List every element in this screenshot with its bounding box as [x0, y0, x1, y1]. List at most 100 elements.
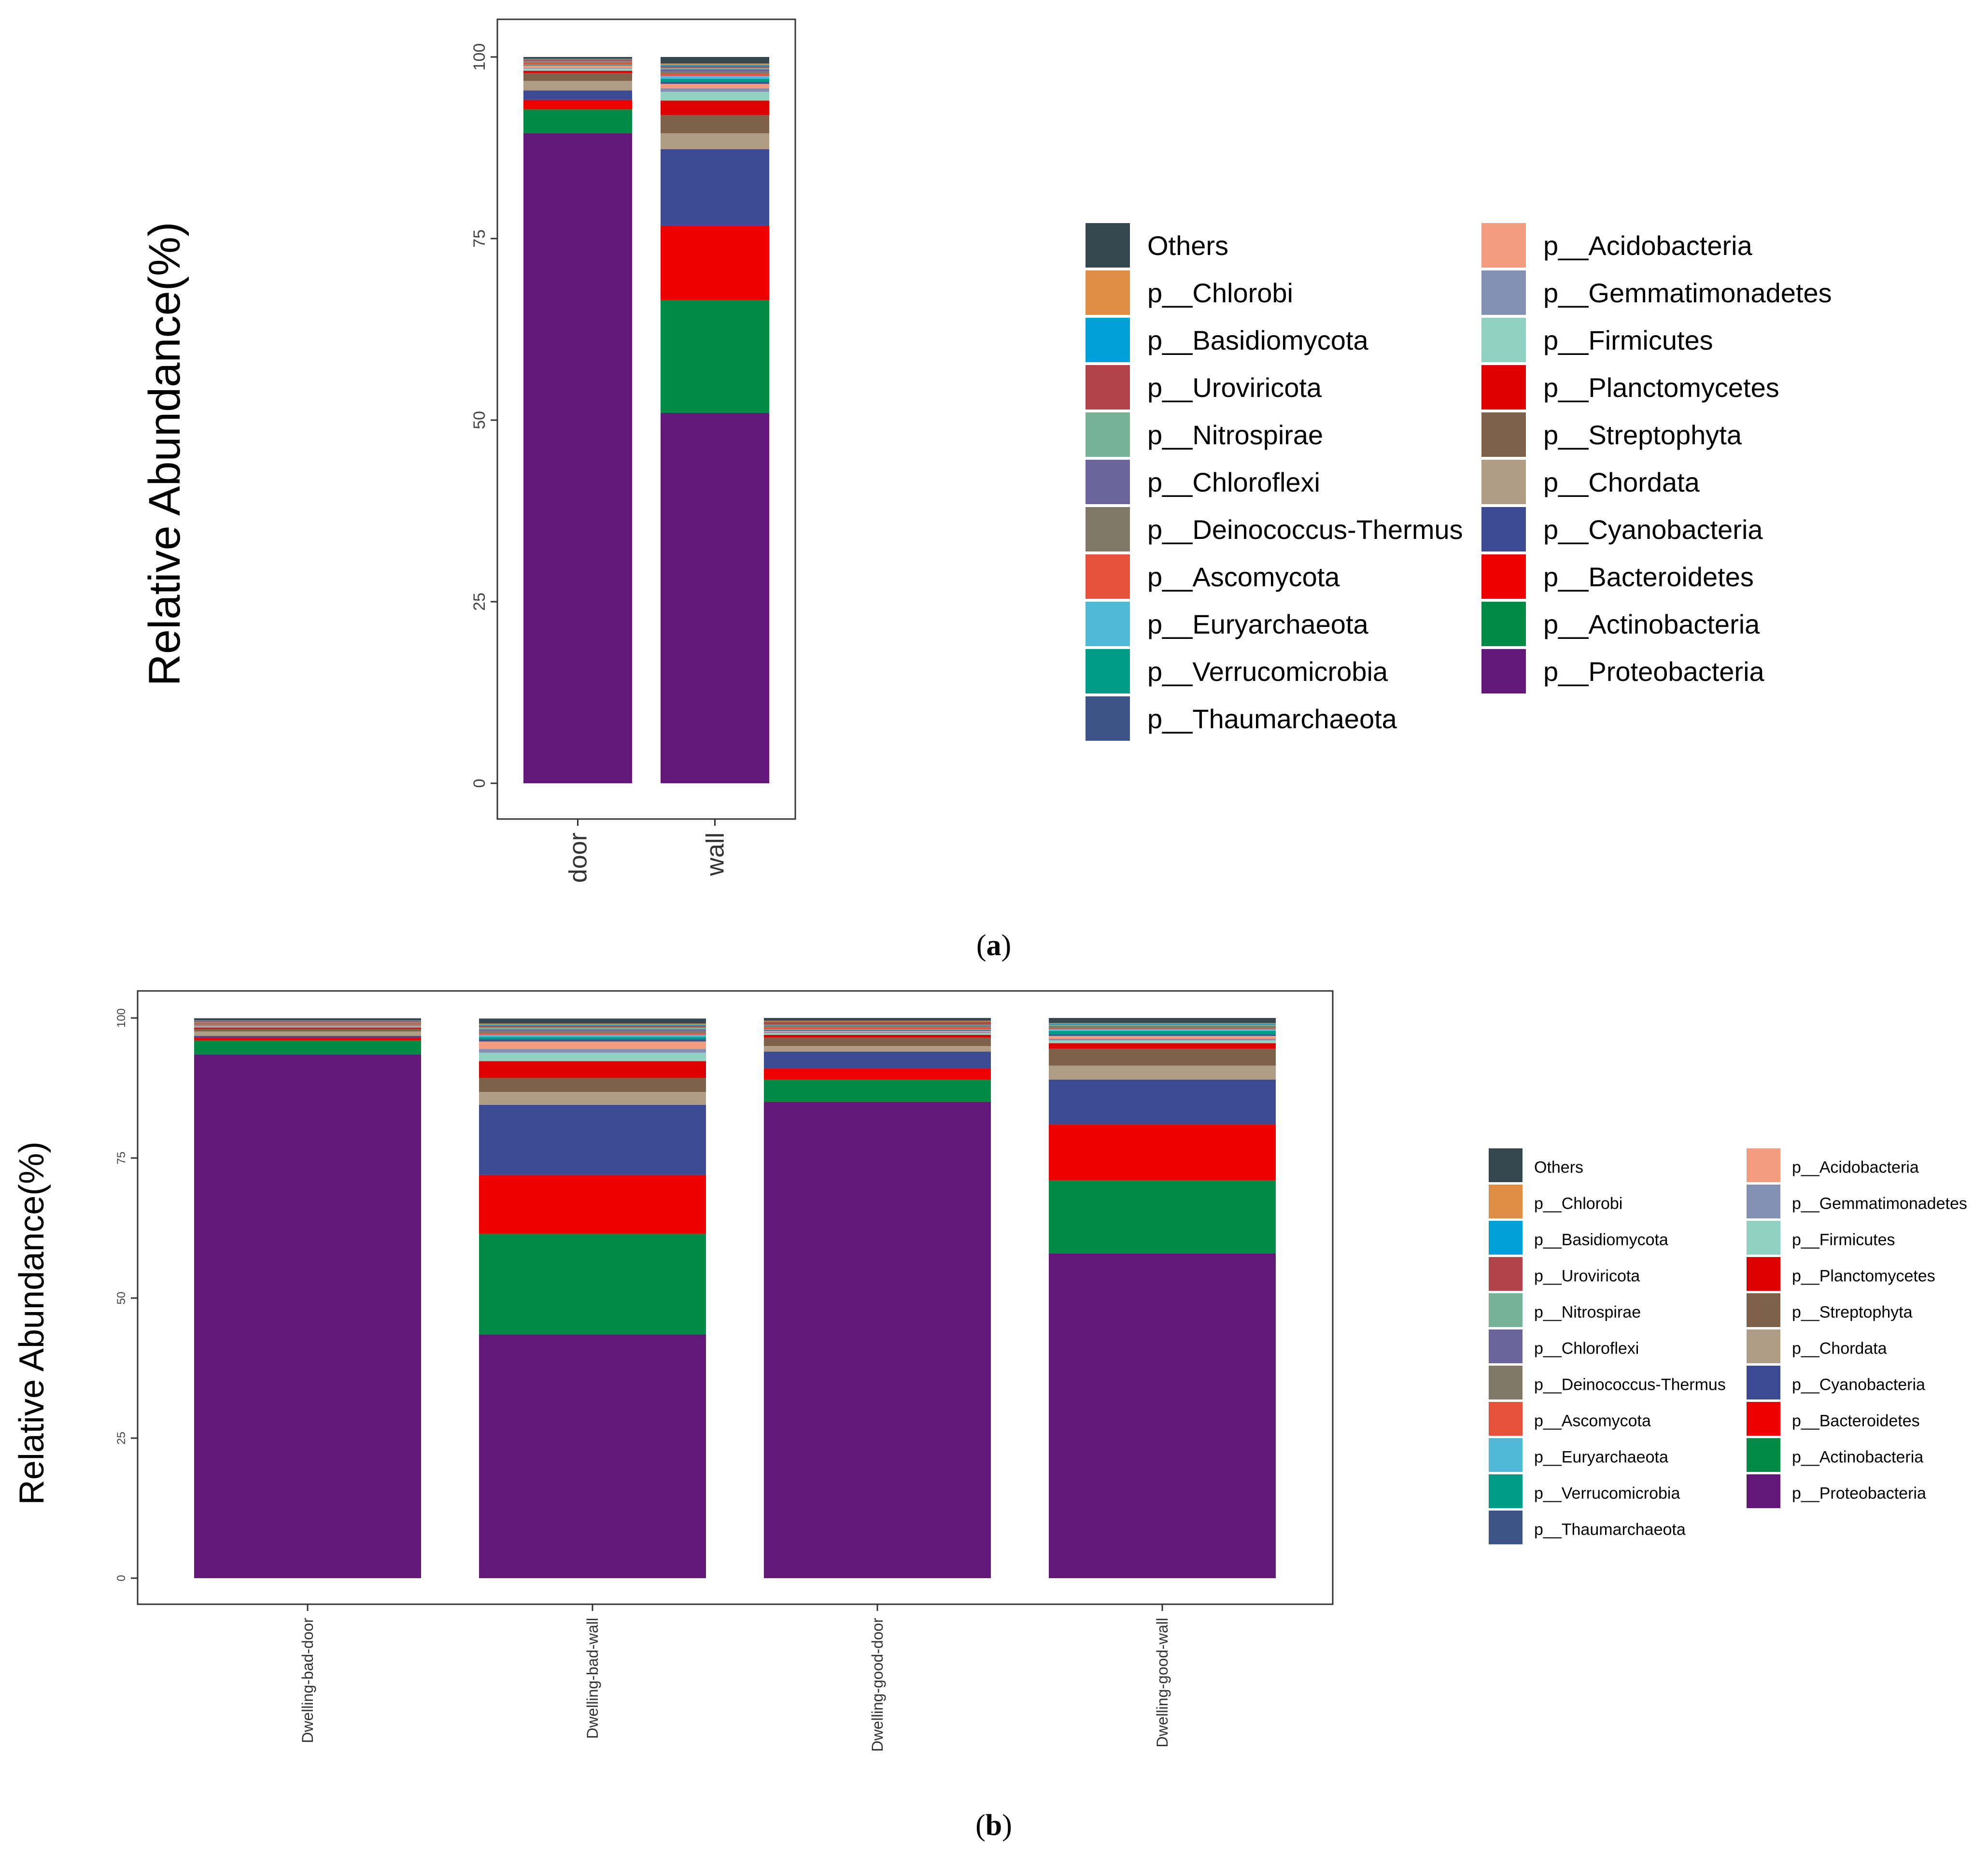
bar-segment [479, 1061, 706, 1078]
bar-segment [764, 1034, 991, 1038]
legend-label: p__Acidobacteria [1792, 1158, 1919, 1176]
legend-label: p__Gemmatimonadetes [1792, 1194, 1967, 1213]
bar-segment [479, 1027, 706, 1030]
legend-label: p__Bacteroidetes [1543, 562, 1754, 592]
legend-swatch [1481, 318, 1526, 362]
bar-segment [1049, 1029, 1276, 1031]
legend-swatch [1481, 602, 1526, 646]
legend-swatch [1747, 1257, 1780, 1291]
legend-label: p__Thaumarchaeota [1534, 1520, 1686, 1539]
bar-segment [764, 1037, 991, 1046]
legend-swatch [1489, 1402, 1523, 1436]
bar-segment [661, 84, 769, 88]
bar-segment [523, 65, 632, 66]
legend-swatch [1489, 1148, 1523, 1182]
legend-swatch [1086, 412, 1130, 457]
x-tick-label: Dwelling-bad-wall [584, 1618, 601, 1739]
bar-segment [479, 1041, 706, 1049]
legend-label: p__Firmicutes [1792, 1230, 1895, 1249]
bar-stack [661, 57, 769, 783]
legend-label: p__Euryarchaeota [1534, 1448, 1668, 1466]
legend-swatch [1086, 318, 1130, 362]
bar-segment [661, 82, 769, 84]
legend-swatch [1747, 1329, 1780, 1363]
bar-segment [523, 68, 632, 69]
legend-swatch [1086, 602, 1130, 646]
legend-label: p__Deinococcus-Thermus [1534, 1375, 1726, 1394]
legend-swatch [1481, 460, 1526, 504]
bar-segment [479, 1078, 706, 1092]
bar-segment [661, 76, 769, 79]
bar-segment [479, 1023, 706, 1025]
panel-b-plot: 0 25 50 75 100 Dwelling-bad-door Dwelling-bad-… [115, 1008, 1276, 1752]
bar-segment [479, 1031, 706, 1033]
bar-segment [661, 65, 769, 67]
x-tick-label: Dwelling-good-door [869, 1618, 886, 1752]
legend-label: p__Planctomycetes [1543, 372, 1779, 403]
legend-label: p__Cyanobacteria [1543, 514, 1763, 545]
legend-label: p__Chordata [1543, 467, 1700, 497]
bar-segment [1049, 1036, 1276, 1039]
bar-segment [661, 63, 769, 65]
legend-swatch [1481, 554, 1526, 599]
bar-segment [194, 1027, 421, 1029]
bar-segment [194, 1020, 421, 1021]
bar-segment [194, 1037, 421, 1041]
x-tick-label: door [564, 833, 592, 883]
legend-swatch [1747, 1402, 1780, 1436]
bar-segment [523, 90, 632, 100]
bar-segment [764, 1027, 991, 1030]
x-tick-label: Dwelling-good-wall [1154, 1618, 1171, 1748]
bar-stack [764, 1018, 991, 1578]
panel-a-plot: 0 25 50 75 100 door wall [470, 43, 769, 883]
bar-segment [194, 1025, 421, 1026]
legend-swatch [1086, 554, 1130, 599]
y-tick-label: 100 [115, 1008, 128, 1028]
legend-swatch [1086, 223, 1130, 268]
y-tick-label: 25 [470, 593, 489, 611]
legend-swatch [1489, 1329, 1523, 1363]
legend-label: p__Actinobacteria [1543, 609, 1760, 639]
legend-swatch [1747, 1293, 1780, 1327]
bar-segment [661, 71, 769, 74]
bar-segment [764, 1033, 991, 1035]
bar-segment [1049, 1031, 1276, 1034]
y-tick-label: 0 [470, 779, 489, 788]
bar-segment [1049, 1253, 1276, 1578]
bar-segment [1049, 1026, 1276, 1028]
legend-label: p__Verrucomicrobia [1534, 1484, 1680, 1502]
bar-stack [479, 1018, 706, 1578]
legend-swatch [1489, 1257, 1523, 1291]
x-tick-label: Dwelling-bad-door [299, 1618, 316, 1743]
legend-label: p__Chordata [1792, 1339, 1887, 1357]
bar-segment [523, 61, 632, 62]
bar-segment [661, 149, 769, 226]
bar-segment [661, 115, 769, 133]
bar-segment [764, 1031, 991, 1032]
panel-a: Relative Abundance(%) 0 25 50 75 100 door wall… [140, 18, 1832, 883]
bar-segment [523, 66, 632, 68]
bar-segment [1049, 1038, 1276, 1041]
legend-label: p__Proteobacteria [1543, 656, 1765, 687]
bar-segment [764, 1046, 991, 1052]
legend-swatch [1086, 696, 1130, 741]
bar-segment [1049, 1034, 1276, 1036]
legend-swatch [1747, 1438, 1780, 1472]
bar-segment [1049, 1124, 1276, 1181]
panel-a-legend: Others p__Chlorobi p__Basidiomycota p__Urov… [1086, 223, 1832, 741]
bar-segment [661, 79, 769, 82]
bar-segment [194, 1054, 421, 1578]
caption-a-letter: a [987, 929, 1001, 962]
bar-segment [479, 1026, 706, 1028]
legend-label: p__Planctomycetes [1792, 1267, 1935, 1285]
bar-segment [523, 65, 632, 66]
bar-segment [764, 1018, 991, 1021]
bar-segment [1049, 1065, 1276, 1080]
panel-b: Relative Abundance(%) 0 25 50 75 100 Dwelling… [13, 990, 1967, 1752]
panel-b-ylabel: Relative Abundance(%) [13, 1142, 51, 1505]
legend-label: p__Ascomycota [1534, 1412, 1651, 1430]
legend-label: p__Actinobacteria [1792, 1448, 1923, 1466]
caption-a: (a) [976, 929, 1011, 962]
legend-label: p__Uroviricota [1147, 372, 1322, 403]
